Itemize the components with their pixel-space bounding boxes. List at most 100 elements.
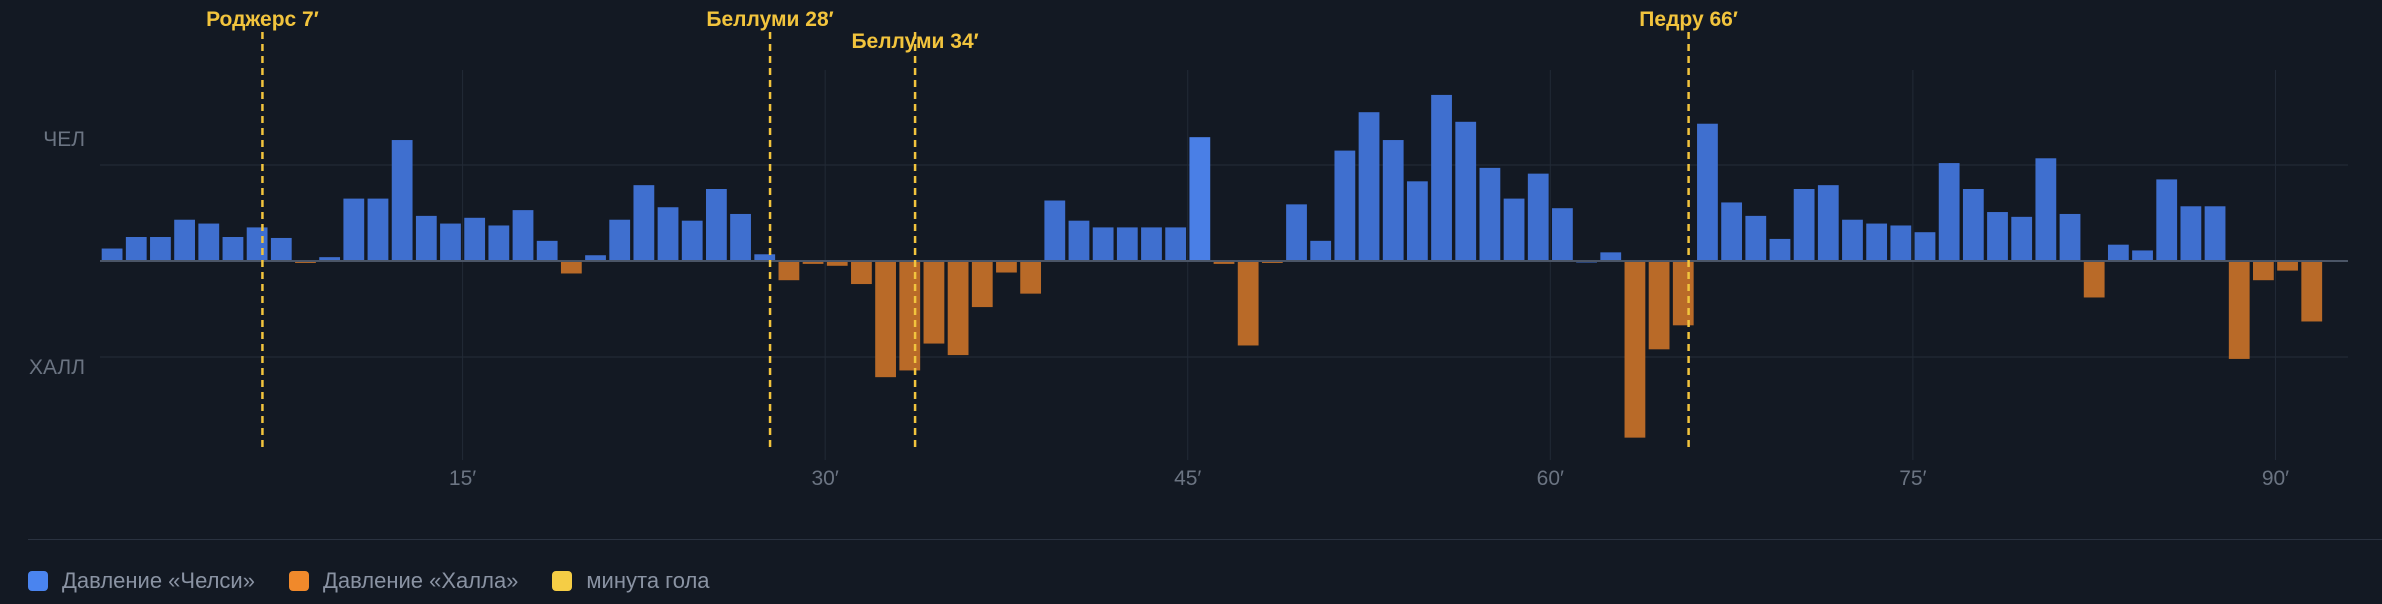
bar-minute-27 (730, 213, 751, 261)
bar-minute-17 (488, 225, 510, 261)
bar-minute-45 (1165, 227, 1187, 261)
bar-minute-90 (2253, 261, 2274, 281)
bar-minute-7 (246, 227, 268, 261)
bar-minute-92 (2301, 261, 2323, 322)
bar-minute-83 (2083, 261, 2105, 298)
bar-minute-50 (1286, 204, 1307, 261)
bar-minute-33 (875, 261, 896, 378)
bar-minute-15 (440, 223, 461, 261)
bar-minute-89 (2228, 261, 2250, 359)
bar-minute-77 (1938, 163, 1960, 261)
bar-minute-67 (1697, 123, 1718, 261)
bar-minute-61 (1552, 208, 1573, 261)
bar-minute-24 (657, 207, 679, 261)
bar-minute-85 (2132, 250, 2153, 261)
legend-item-goal: минута гола (552, 568, 710, 594)
legend-label-hull: Давление «Халла» (322, 568, 519, 593)
bar-minute-66 (1672, 261, 1694, 326)
bar-minute-11 (343, 198, 365, 261)
bar-minute-42 (1092, 227, 1114, 261)
bar-minute-48 (1237, 261, 1259, 346)
bar-minute-47 (1213, 261, 1235, 264)
legend-swatch-chelsea (28, 571, 48, 591)
bar-minute-57 (1455, 121, 1477, 261)
legend-divider (28, 539, 2382, 540)
bar-minute-73 (1842, 219, 1863, 261)
bar-minute-2 (125, 237, 147, 261)
x-tick-label-60: 60′ (1537, 467, 1564, 490)
goal-label-34: Беллуми 34′ (851, 30, 978, 53)
bar-minute-18 (512, 210, 534, 261)
x-tick-label-45: 45′ (1174, 467, 1201, 490)
bar-minute-53 (1358, 112, 1380, 261)
bar-minute-75 (1890, 225, 1912, 261)
bar-minute-87 (2180, 206, 2202, 261)
bar-minute-3 (150, 237, 171, 261)
x-tick-label-15: 15′ (449, 467, 476, 490)
bar-minute-72 (1817, 185, 1839, 261)
bar-minute-81 (2035, 158, 2057, 261)
bar-minute-6 (222, 237, 244, 261)
bar-minute-12 (367, 198, 389, 261)
bar-minute-44 (1141, 227, 1162, 261)
bar-minute-69 (1745, 215, 1767, 261)
bar-minute-79 (1987, 212, 2008, 261)
bar-minute-86 (2156, 179, 2178, 261)
bar-minute-4 (174, 219, 195, 261)
legend-label-goal: минута гола (586, 568, 710, 593)
bar-minute-36 (947, 261, 969, 356)
legend-swatch-goal (552, 571, 573, 591)
bar-minute-52 (1334, 150, 1356, 261)
bar-minute-74 (1866, 223, 1888, 261)
bar-minute-56 (1431, 94, 1452, 261)
bar-minute-65 (1648, 261, 1670, 350)
bar-minute-35 (923, 261, 945, 344)
bar-minute-39 (1020, 261, 1042, 294)
bar-minute-46 (1189, 137, 1211, 261)
bar-minute-43 (1116, 227, 1138, 261)
legend: Давление «Челси» Давление «Халла» минута… (28, 568, 744, 594)
bar-minute-63 (1600, 252, 1622, 261)
bar-minute-55 (1406, 181, 1428, 261)
bar-minute-68 (1721, 202, 1743, 261)
bar-minute-13 (391, 140, 413, 261)
bar-minute-76 (1914, 232, 1936, 261)
bar-minute-38 (996, 261, 1017, 273)
legend-item-chelsea: Давление «Челси» (28, 568, 255, 594)
bar-minute-28 (754, 254, 776, 261)
bar-minute-41 (1068, 220, 1090, 261)
bar-minute-25 (681, 220, 703, 261)
x-tick-label-90: 90′ (2262, 467, 2289, 490)
bar-minute-22 (609, 219, 631, 261)
bar-minute-30 (802, 261, 824, 264)
bar-minute-16 (464, 217, 486, 261)
y-label-bottom: ХАЛЛ (29, 356, 85, 379)
bar-minute-80 (2011, 216, 2033, 261)
goal-label-28: Беллуми 28′ (706, 8, 833, 31)
bar-minute-29 (778, 261, 800, 281)
goal-label-7: Роджерс 7′ (206, 8, 319, 31)
bar-minute-59 (1503, 198, 1525, 261)
bar-minute-5 (198, 223, 220, 261)
bar-minute-37 (971, 261, 993, 308)
bar-minute-64 (1624, 261, 1646, 438)
bar-minute-32 (851, 261, 872, 285)
bar-minute-21 (585, 255, 606, 261)
bar-minute-20 (560, 261, 582, 274)
bar-minute-10 (319, 257, 341, 261)
bar-minute-88 (2204, 206, 2226, 261)
bar-minute-40 (1044, 200, 1066, 261)
bar-minute-71 (1793, 189, 1815, 261)
bar-minute-60 (1527, 173, 1549, 261)
bar-minute-70 (1769, 238, 1791, 261)
bar-minute-84 (2107, 244, 2129, 261)
bar-minute-19 (536, 240, 558, 261)
bar-minute-34 (899, 261, 921, 371)
y-label-top: ЧЕЛ (43, 128, 85, 151)
momentum-chart: ЧЕЛ ХАЛЛ 15′ 30′ 45′ 60′ 75′ 90′ Роджерс 7′ Беллу… (29, 8, 2348, 490)
x-tick-label-30: 30′ (812, 467, 839, 490)
bar-minute-91 (2277, 261, 2298, 271)
bar-minute-31 (826, 261, 848, 266)
bar-minute-82 (2059, 213, 2081, 261)
